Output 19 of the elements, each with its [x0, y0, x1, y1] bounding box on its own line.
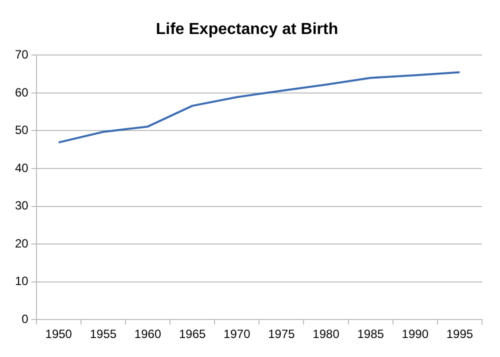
x-tick-label: 1995: [446, 327, 474, 342]
x-tick-label: 1975: [268, 327, 296, 342]
chart-title: Life Expectancy at Birth: [156, 21, 338, 38]
y-tick-label: 50: [14, 123, 29, 138]
x-tick-label: 1955: [90, 327, 117, 342]
x-tick-label: 1950: [45, 327, 72, 342]
x-tick-label: 1985: [357, 327, 384, 342]
x-tick-label: 1970: [224, 327, 251, 342]
x-tick-label: 1960: [134, 327, 162, 342]
x-tick-label: 1990: [402, 327, 429, 342]
y-tick-label: 70: [14, 48, 29, 62]
y-tick-label: 40: [14, 160, 29, 175]
y-tick-label: 0: [22, 312, 29, 326]
x-tick-label: 1980: [312, 327, 340, 342]
y-tick-label: 10: [14, 274, 29, 288]
y-tick-label: 30: [14, 198, 29, 213]
y-tick-label: 20: [14, 236, 29, 250]
x-tick-label: 1965: [178, 327, 206, 342]
y-tick-label: 60: [14, 85, 29, 100]
